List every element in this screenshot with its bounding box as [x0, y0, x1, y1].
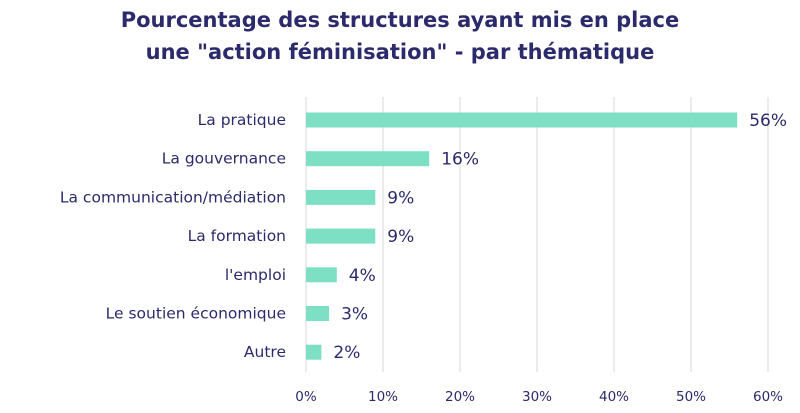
bar	[306, 344, 322, 360]
chart-title: Pourcentage des structures ayant mis en …	[0, 4, 800, 68]
category-label: La gouvernance	[162, 150, 286, 168]
category-labels: La pratique La gouvernance La communicatio…	[60, 111, 286, 361]
x-tick-label: 0%	[295, 389, 317, 405]
chart-title-line-2: une "action féminisation" - par thématiq…	[145, 40, 655, 64]
grid-lines	[305, 97, 769, 372]
data-label: 9%	[387, 188, 414, 208]
category-label: Autre	[244, 343, 286, 361]
data-label: 9%	[387, 227, 414, 247]
bar	[306, 306, 330, 321]
bar	[306, 267, 337, 283]
category-label: La pratique	[198, 111, 286, 129]
data-label: 16%	[441, 150, 479, 170]
data-label: 3%	[341, 305, 368, 325]
x-tick-label: 60%	[753, 389, 783, 405]
x-tick-label: 50%	[676, 389, 706, 405]
x-tick-label: 40%	[599, 389, 629, 405]
data-label: 4%	[349, 266, 376, 286]
bar	[306, 228, 376, 244]
bar	[306, 189, 376, 205]
data-labels: 56% 16% 9% 9% 4% 3% 2%	[333, 111, 787, 363]
category-label: La formation	[188, 227, 286, 245]
x-axis-tick-labels: 0% 10% 20% 30% 40% 50% 60%	[295, 389, 783, 405]
data-label: 2%	[333, 343, 360, 363]
bar	[306, 151, 430, 167]
x-tick-label: 30%	[522, 389, 552, 405]
data-label: 56%	[749, 111, 787, 131]
category-label: La communication/médiation	[60, 188, 286, 206]
x-tick-label: 10%	[368, 389, 398, 405]
category-label: Le soutien économique	[106, 305, 286, 323]
bar	[306, 112, 738, 128]
x-tick-label: 20%	[445, 389, 475, 405]
bars	[306, 112, 738, 360]
category-label: l'emploi	[225, 266, 286, 284]
chart-title-line-1: Pourcentage des structures ayant mis en …	[120, 8, 680, 32]
